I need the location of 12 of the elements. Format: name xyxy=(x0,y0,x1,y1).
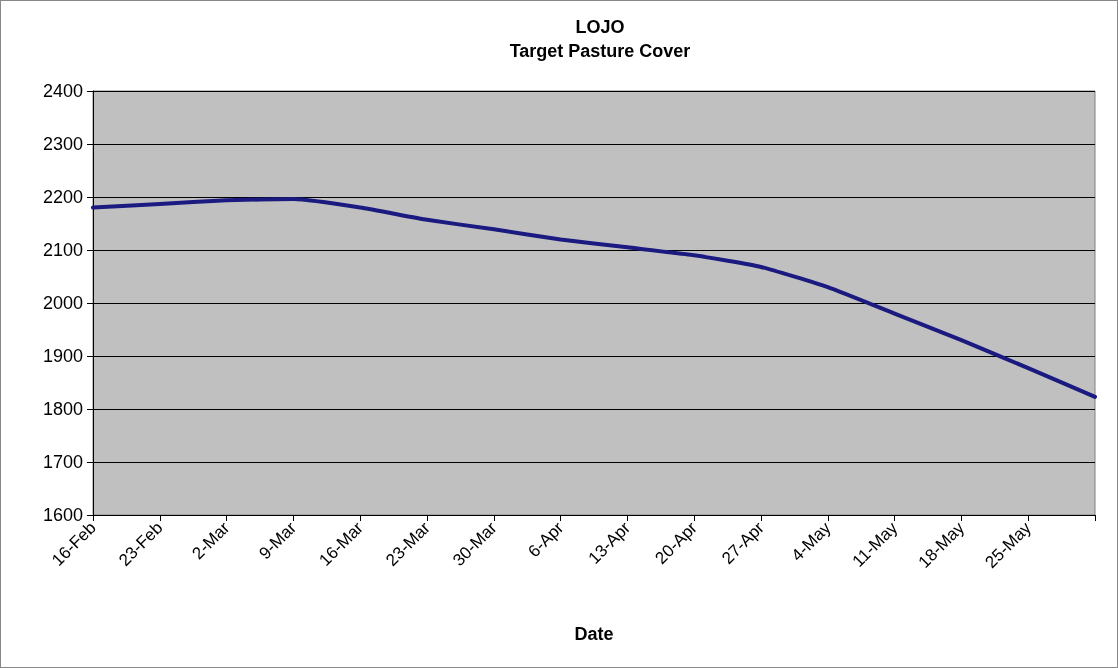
chart-title: LOJO xyxy=(575,17,625,37)
y-tick-label: 2100 xyxy=(42,240,83,260)
y-tick-label: 1700 xyxy=(42,452,83,472)
y-tick-label: 2300 xyxy=(42,134,83,154)
y-tick-label: 2400 xyxy=(42,81,83,101)
x-axis-title: Date xyxy=(574,624,614,644)
y-tick-label: 1600 xyxy=(42,505,83,525)
y-tick-label: 2000 xyxy=(42,293,83,313)
chart-subtitle: Target Pasture Cover xyxy=(509,41,691,61)
y-tick-label: 2200 xyxy=(42,187,83,207)
y-tick-label: 1900 xyxy=(42,346,83,366)
y-tick-label: 1800 xyxy=(42,399,83,419)
